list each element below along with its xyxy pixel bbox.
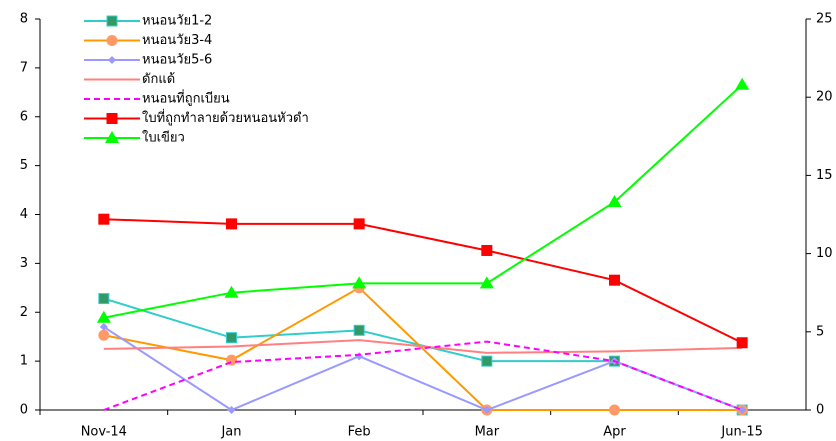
legend-entry: หนอนที่ถูกเบียน — [84, 90, 230, 107]
legend-label: หนอนที่ถูกเบียน — [142, 90, 230, 107]
marker — [609, 274, 620, 286]
marker — [227, 406, 236, 414]
series-line — [103, 218, 743, 344]
y2-tick-label: 10 — [816, 246, 833, 261]
legend-entry: ใบเขียว — [84, 130, 185, 146]
series-line — [103, 286, 743, 411]
y2-tick-label: 20 — [816, 90, 833, 105]
marker — [98, 213, 110, 225]
marker — [607, 194, 622, 207]
y-tick-label: 6 — [20, 109, 28, 124]
legend-entry: ใบที่ถูกทำลายด้วยหนอนหัวดำ — [84, 109, 309, 126]
legend-entry: หนอนวัย1-2 — [84, 14, 212, 29]
marker — [353, 218, 365, 230]
marker — [96, 310, 111, 323]
marker — [481, 355, 493, 367]
marker — [226, 218, 237, 230]
x-tick-label: Apr — [603, 425, 626, 440]
marker — [481, 244, 493, 256]
x-tick-label: Jan — [220, 425, 241, 440]
marker — [99, 322, 108, 331]
marker — [353, 324, 365, 336]
marker — [479, 276, 494, 289]
marker — [226, 332, 237, 344]
series-line — [103, 340, 743, 411]
y-tick-label: 8 — [20, 12, 28, 27]
legend-entry: ดักแด้ — [84, 72, 175, 87]
marker — [352, 276, 367, 289]
marker — [224, 285, 239, 298]
y-tick-label: 2 — [20, 305, 28, 320]
legend-entry: หนอนวัย5-6 — [84, 53, 212, 68]
series-line — [103, 83, 743, 319]
y-tick-label: 4 — [20, 207, 28, 222]
marker — [106, 113, 118, 124]
legend-label: ดักแด้ — [142, 72, 175, 87]
y-tick-label: 1 — [20, 354, 28, 369]
legend-label: หนอนวัย3-4 — [142, 33, 212, 48]
y2-tick-label: 0 — [816, 403, 824, 418]
x-tick-label: Mar — [475, 425, 500, 440]
y2-tick-label: 25 — [816, 12, 833, 27]
y2-tick-label: 5 — [816, 324, 824, 339]
y-tick-label: 7 — [20, 60, 28, 75]
marker — [108, 56, 116, 64]
y-tick-label: 5 — [20, 158, 28, 173]
legend-entry: หนอนวัย3-4 — [84, 33, 212, 48]
y2-tick-label: 15 — [816, 168, 833, 183]
marker — [738, 406, 747, 414]
marker — [106, 35, 118, 46]
legend-label: หนอนวัย5-6 — [142, 53, 212, 68]
marker — [482, 406, 491, 414]
x-tick-label: Jun-15 — [720, 425, 763, 440]
legend-label: หนอนวัย1-2 — [142, 14, 212, 29]
marker — [609, 404, 620, 416]
marker — [735, 77, 750, 90]
marker — [736, 337, 748, 349]
marker — [98, 329, 110, 341]
series-line — [103, 339, 743, 354]
legend-label: ใบที่ถูกทำลายด้วยหนอนหัวดำ — [142, 109, 309, 126]
y-tick-label: 0 — [20, 403, 28, 418]
series-line — [103, 326, 743, 412]
marker — [98, 293, 110, 305]
legend-label: ใบเขียว — [142, 130, 185, 146]
marker — [106, 15, 118, 27]
y-tick-label: 3 — [20, 256, 28, 271]
marker — [355, 352, 364, 361]
x-tick-label: Feb — [348, 425, 371, 440]
marker — [105, 131, 119, 143]
x-tick-label: Nov-14 — [81, 425, 127, 440]
